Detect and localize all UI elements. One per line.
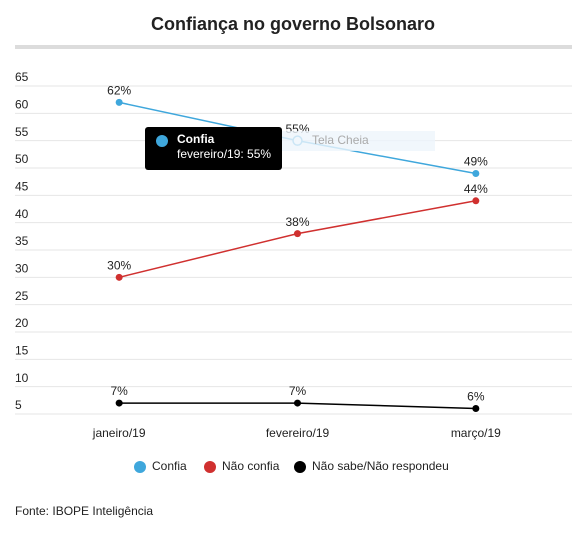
data-point [472,197,480,205]
data-label: 30% [107,259,131,273]
data-label: 44% [464,182,488,196]
legend-label: Não sabe/Não respondeu [312,459,449,473]
data-label: 7% [110,384,128,398]
data-point [115,98,123,106]
data-point [472,169,480,177]
y-tick-label: 55 [15,125,29,139]
data-label: 6% [467,390,485,404]
overlay-text: Tela Cheia [312,133,369,147]
data-point [294,399,301,407]
data-point [472,405,480,413]
legend-marker [294,461,306,473]
x-tick-label: janeiro/19 [92,426,146,440]
data-point [294,230,301,238]
source: Fonte: IBOPE Inteligência [15,504,153,518]
y-tick-label: 25 [15,289,29,303]
data-point [115,399,123,407]
y-tick-label: 10 [15,371,29,385]
legend-marker [134,461,146,473]
data-label: 49% [464,155,488,169]
series-line [118,200,476,279]
data-point [115,273,123,281]
y-tick-label: 50 [15,152,29,166]
legend-label: Confia [152,459,187,473]
tooltip-text: fevereiro/19: 55% [177,147,271,161]
y-tick-label: 45 [15,180,29,194]
data-label: 7% [289,384,307,398]
x-tick-label: fevereiro/19 [266,426,330,440]
x-tick-label: março/19 [451,426,501,440]
data-label: 62% [107,84,131,98]
y-tick-label: 30 [15,262,29,276]
y-tick-label: 20 [15,316,29,330]
y-tick-label: 60 [15,98,29,112]
chart-title: Confiança no governo Bolsonaro [151,14,435,34]
y-tick-label: 40 [15,207,29,221]
y-tick-label: 15 [15,344,29,358]
legend-label: Não confia [222,459,280,473]
y-tick-label: 35 [15,234,29,248]
legend-marker [204,461,216,473]
tooltip-marker [156,135,168,147]
y-tick-label: 5 [15,398,22,412]
data-label: 38% [285,215,309,229]
y-tick-label: 65 [15,70,29,84]
tooltip-series: Confia [177,132,215,146]
tooltip-box [145,127,282,170]
